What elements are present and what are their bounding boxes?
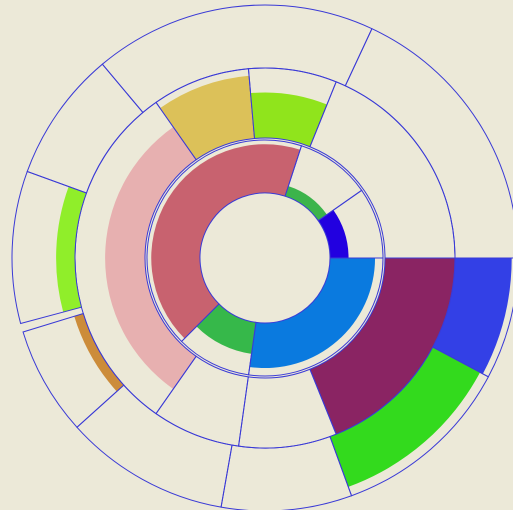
segment-fill (105, 127, 197, 389)
segment-fill (329, 347, 481, 487)
segment-outline (76, 384, 233, 508)
segment-fill (285, 186, 327, 221)
segment-outline (220, 435, 353, 510)
segment-outline (146, 139, 303, 343)
segment-fill (309, 258, 455, 435)
segment-fill (250, 92, 327, 147)
segment-fill (249, 258, 376, 369)
segment-outline (26, 63, 144, 194)
segment-fill (318, 210, 349, 258)
segment-fill (432, 258, 512, 374)
segment-outline (248, 257, 384, 377)
segment-outline (344, 28, 513, 259)
segment-fill (74, 313, 124, 392)
segment-fill (160, 75, 255, 160)
segment-outline (180, 303, 257, 376)
segment-outline (22, 312, 125, 428)
segment-fill (196, 303, 256, 354)
